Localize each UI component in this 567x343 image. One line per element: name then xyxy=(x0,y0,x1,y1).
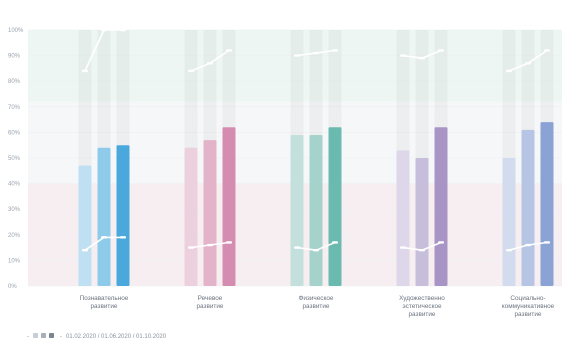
marker-point xyxy=(294,54,300,57)
y-tick-label: 100% xyxy=(8,28,24,34)
legend-swatch xyxy=(33,333,38,338)
legend: - -01.02.2020 / 01.06.2020 / 01.10.2020 xyxy=(27,333,167,340)
bar: Художественно-эстетическое развитие — 01… xyxy=(434,127,448,286)
category-label: Физическое xyxy=(299,295,334,302)
category-label: эстетическое xyxy=(402,303,442,310)
marker-point xyxy=(188,69,194,73)
category-label: развитие xyxy=(91,303,118,310)
marker-point xyxy=(400,246,406,249)
y-tick-label: 50% xyxy=(8,156,21,162)
legend-swatch xyxy=(41,333,46,338)
y-tick-label: 30% xyxy=(8,207,21,213)
y-tick-label: 0% xyxy=(8,284,17,290)
marker-point xyxy=(419,248,425,252)
marker-point xyxy=(82,69,88,73)
bar: Художественно-эстетическое развитие — 01… xyxy=(396,150,410,286)
marker-point xyxy=(313,51,319,55)
marker-point xyxy=(313,248,319,252)
marker-point xyxy=(438,49,444,52)
marker-point xyxy=(332,241,338,244)
marker-point xyxy=(419,56,425,60)
bar: Физическое развитие — 01.06.2020: 59% xyxy=(309,134,323,286)
y-tick-label: 70% xyxy=(8,105,21,111)
bar: Речевое развитие — 01.06.2020: 57% xyxy=(203,140,217,286)
category-label: развитие xyxy=(197,303,224,310)
marker-point xyxy=(506,248,512,252)
category-label: Социально- xyxy=(510,295,545,302)
marker-point xyxy=(525,62,531,65)
bar: Социально-коммуникативное развитие — 01.… xyxy=(502,158,516,286)
y-tick-label: 20% xyxy=(8,233,21,239)
band-2 xyxy=(28,30,562,102)
marker-point xyxy=(207,62,213,65)
marker-point xyxy=(544,241,550,244)
bar: Познавательное развитие — 01.06.2020: 54… xyxy=(97,147,111,286)
category-label: развитие xyxy=(409,311,436,318)
legend-dash: - xyxy=(60,334,62,340)
legend-swatch xyxy=(49,333,54,338)
bar: Социально-коммуникативное развитие — 01.… xyxy=(521,129,535,286)
marker-point xyxy=(120,236,126,239)
marker-point xyxy=(101,236,107,239)
category-labels: ПознавательноеразвитиеРечевоеразвитиеФиз… xyxy=(80,295,555,318)
bar: Физическое развитие — 01.02.2020: 59% xyxy=(290,134,304,286)
y-axis-ticks: 0% 10% 20% 30% 40% 50% 60% 70% 80% 90% 100% xyxy=(8,28,24,290)
legend-dash: - xyxy=(27,334,29,340)
marker-lines xyxy=(82,28,550,252)
marker-point xyxy=(120,28,126,32)
legend-label: 01.02.2020 / 01.06.2020 / 01.10.2020 xyxy=(66,334,167,340)
marker-point xyxy=(506,69,512,73)
marker-point xyxy=(400,54,406,57)
marker-point xyxy=(188,246,194,249)
category-label: развитие xyxy=(515,311,542,318)
marker-point xyxy=(438,241,444,244)
marker-point xyxy=(226,241,232,244)
y-tick-label: 60% xyxy=(8,130,21,136)
category-label: коммуникативное xyxy=(502,303,555,310)
marker-point xyxy=(332,49,338,52)
bar: Речевое развитие — 01.02.2020: 54% xyxy=(184,147,198,286)
bar: Познавательное развитие — 01.02.2020: 47… xyxy=(78,165,92,286)
marker-point xyxy=(207,243,213,247)
category-label: Художественно xyxy=(399,295,445,302)
category-label: развитие xyxy=(303,303,330,310)
marker-point xyxy=(294,246,300,249)
bar: Речевое развитие — 01.10.2020: 62% xyxy=(222,127,236,286)
marker-point xyxy=(226,49,232,52)
marker-point xyxy=(101,28,107,32)
bar: Познавательное развитие — 01.10.2020: 55… xyxy=(116,145,130,286)
y-tick-label: 80% xyxy=(8,79,21,85)
bar: Художественно-эстетическое развитие — 01… xyxy=(415,158,429,286)
y-tick-label: 40% xyxy=(8,182,21,188)
category-label: Речевое xyxy=(198,295,223,302)
bar: Социально-коммуникативное развитие — 01.… xyxy=(540,122,554,286)
marker-point xyxy=(82,248,88,252)
y-tick-label: 90% xyxy=(8,54,21,60)
y-tick-label: 10% xyxy=(8,258,21,264)
marker-point xyxy=(525,243,531,247)
marker-point xyxy=(544,49,550,52)
bars: Познавательное развитие — 01.02.2020: 47… xyxy=(78,122,554,286)
bar: Физическое развитие — 01.10.2020: 62% xyxy=(328,127,342,286)
category-label: Познавательное xyxy=(80,295,129,302)
